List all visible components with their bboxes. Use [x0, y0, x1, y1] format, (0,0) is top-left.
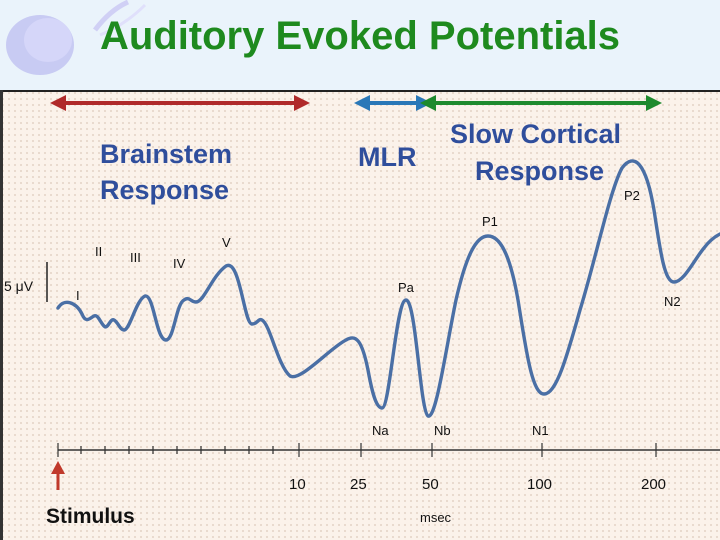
tick-label-10: 10: [289, 476, 306, 493]
brainstem-label-line2: Response: [100, 175, 229, 205]
tick-label-50: 50: [422, 476, 439, 493]
peak-label-Na: Na: [372, 423, 389, 438]
peak-label-V: V: [222, 235, 231, 250]
slow-cortical-label-line2: Response: [475, 156, 604, 186]
time-axis-ticks: [57, 443, 657, 457]
peak-label-III: III: [130, 250, 141, 265]
figure-background: [0, 90, 720, 540]
stimulus-label: Stimulus: [46, 505, 135, 528]
peak-label-N1: N1: [532, 423, 549, 438]
peak-label-I: I: [76, 288, 80, 303]
slow-cortical-label-line1: Slow Cortical: [450, 119, 621, 149]
brainstem-label-line1: Brainstem: [100, 139, 232, 169]
tick-label-100: 100: [527, 476, 552, 493]
peak-label-Pa: Pa: [398, 280, 415, 295]
figure-left-border: [0, 90, 3, 540]
corner-decoration: [6, 0, 147, 75]
peak-label-IV: IV: [173, 256, 186, 271]
tick-label-25: 25: [350, 476, 367, 493]
scale-bar-label: 5 μV: [4, 278, 34, 294]
peak-label-P1: P1: [482, 214, 498, 229]
peak-label-P2: P2: [624, 188, 640, 203]
stimulus-arrow-icon: [51, 461, 65, 490]
peak-label-II: II: [95, 244, 102, 259]
axis-unit-label: msec: [420, 510, 452, 525]
tick-label-200: 200: [641, 476, 666, 493]
peak-label-N2: N2: [664, 294, 681, 309]
mlr-label: MLR: [358, 142, 416, 172]
peak-label-Nb: Nb: [434, 423, 451, 438]
aep-diagram: Brainstem Response MLR Slow Cortical Res…: [4, 95, 720, 528]
aep-waveform: [56, 159, 720, 418]
figure-top-border: [0, 90, 720, 92]
slide-title: Auditory Evoked Potentials: [99, 14, 621, 58]
